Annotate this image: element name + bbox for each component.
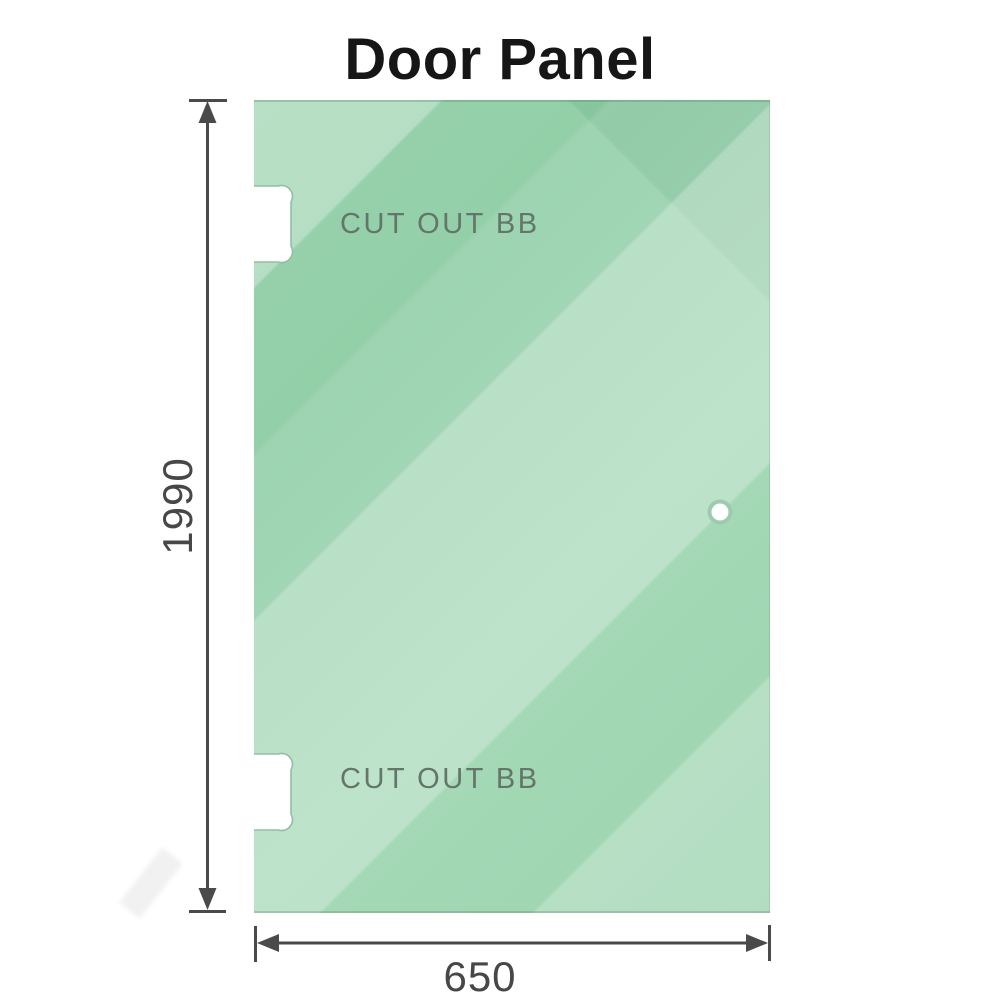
page-title: Door Panel [344,27,656,92]
height-dimension-line [189,99,227,913]
hinge-cutout-bottom-fill [254,753,293,831]
hinge-cutout-bottom-outline [254,752,294,832]
height-dimension-label: 1990 [154,457,201,555]
hinge-cutout-top-outline [254,184,294,264]
width-dimension-line [254,925,771,962]
handle-hole [707,499,733,525]
hinge-cutout-top-fill [254,185,293,263]
width-dimension-label: 650 [443,953,517,1000]
cutout-label-bottom: CUT OUT BB [340,763,540,795]
cutout-label-top: CUT OUT BB [340,208,540,240]
glass-panel [254,100,770,913]
